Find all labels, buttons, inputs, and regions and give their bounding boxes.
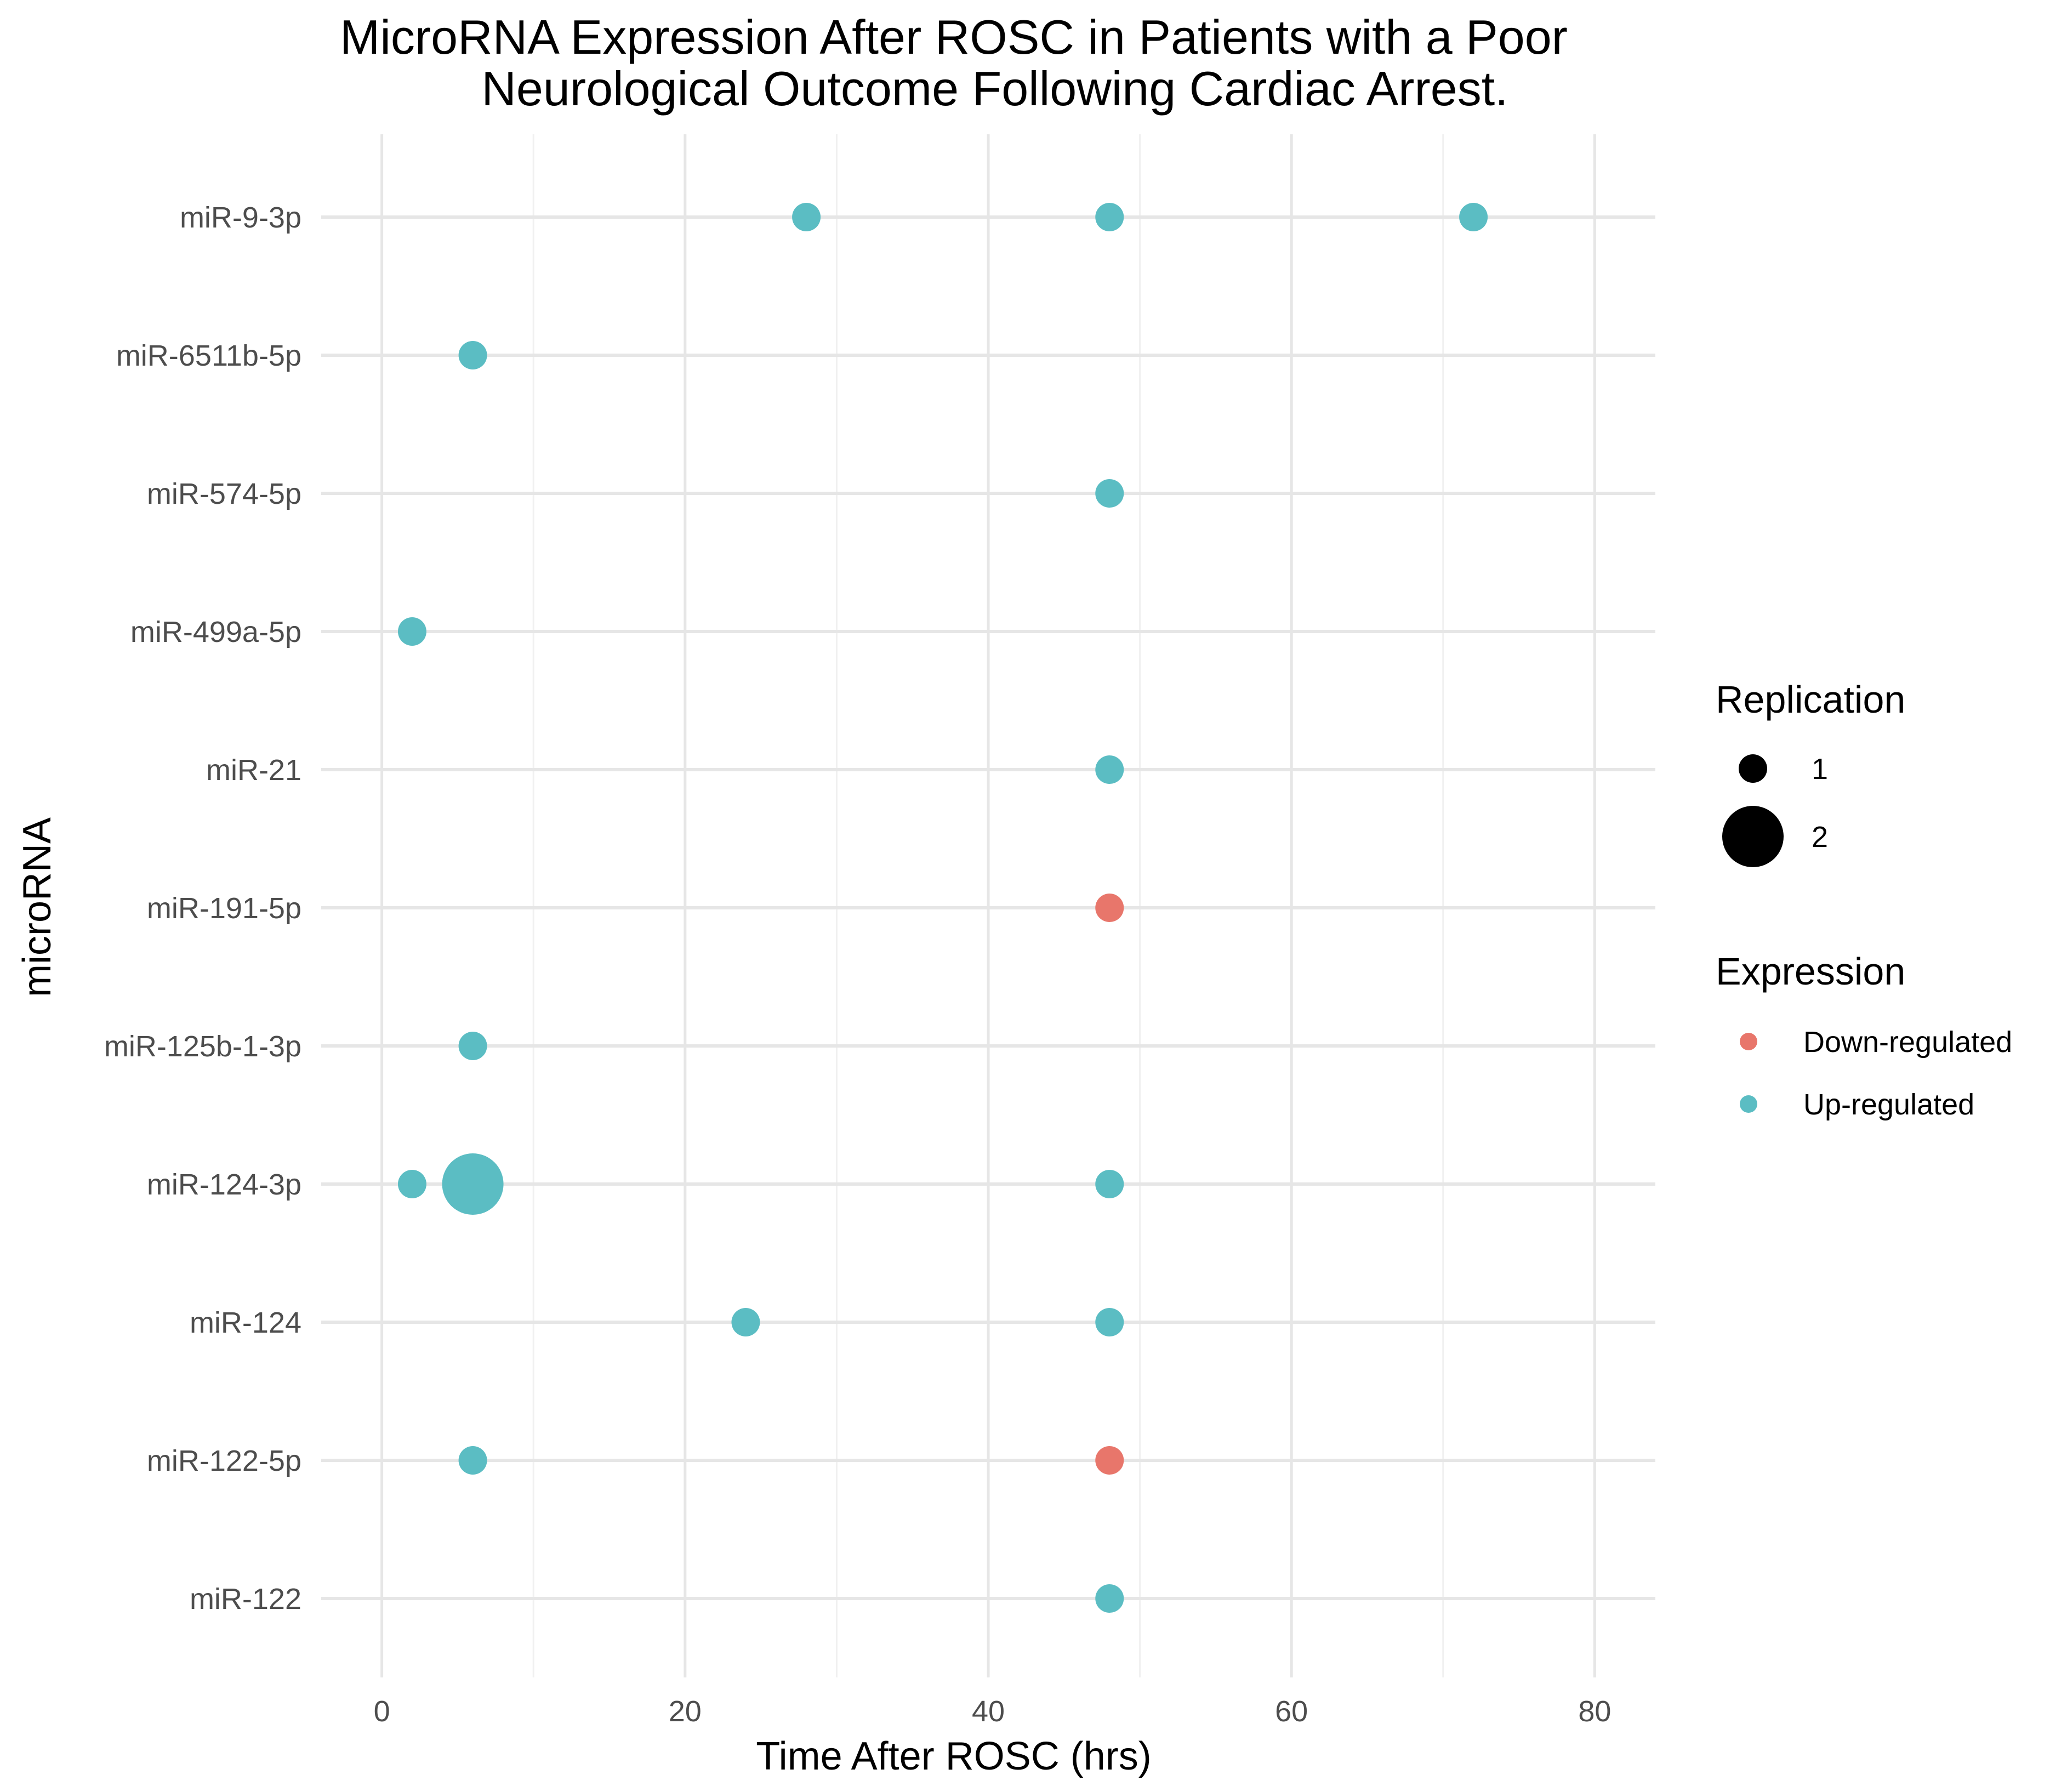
y-tick-label: miR-124 (190, 1306, 301, 1339)
gridlines (321, 134, 1655, 1677)
y-tick-label: miR-125b-1-3p (104, 1030, 301, 1063)
data-point (1095, 1308, 1124, 1336)
data-point (458, 1446, 487, 1475)
legend-size-key (1739, 754, 1767, 783)
data-point (397, 1170, 426, 1198)
x-tick-label: 20 (669, 1695, 702, 1728)
x-tick-label: 40 (972, 1695, 1005, 1728)
y-tick-label: miR-122-5p (147, 1444, 301, 1477)
y-tick-label: miR-6511b-5p (116, 339, 301, 372)
legend-size-key (1722, 806, 1784, 867)
data-point (792, 203, 821, 231)
x-tick-label: 60 (1275, 1695, 1308, 1728)
data-point (458, 341, 487, 369)
data-point (731, 1308, 760, 1336)
x-axis-title: Time After ROSC (hrs) (756, 1734, 1151, 1778)
chart-title-line-2: Neurological Outcome Following Cardiac A… (481, 61, 1508, 116)
y-tick-label: miR-124-3p (147, 1168, 301, 1201)
x-axis-tick-labels: 0 20 40 60 80 (374, 1695, 1611, 1728)
legend-color-key (1740, 1033, 1757, 1050)
data-points (397, 203, 1488, 1613)
y-axis-title: microRNA (15, 817, 59, 997)
legend-size-label: 2 (1812, 821, 1828, 854)
y-tick-label: miR-9-3p (180, 201, 301, 234)
legend-size-label: 1 (1812, 753, 1828, 786)
legend-size-title: Replication (1716, 678, 1905, 721)
y-tick-label: miR-21 (206, 754, 301, 787)
data-point (397, 617, 426, 646)
data-point (1095, 1170, 1124, 1198)
legend-color-title: Expression (1716, 950, 1905, 993)
data-point (1095, 894, 1124, 922)
data-point (1095, 1446, 1124, 1475)
x-tick-label: 80 (1578, 1695, 1611, 1728)
data-point (1095, 755, 1124, 784)
y-tick-label: miR-122 (190, 1583, 301, 1615)
x-tick-label: 0 (374, 1695, 390, 1728)
legend: Replication 1 2 Expression Down-regulated Up-… (1716, 678, 2012, 1121)
legend-color-label: Up-regulated (1803, 1088, 1974, 1121)
y-axis-tick-labels: miR-9-3p miR-6511b-5p miR-574-5p miR-499a-5… (104, 201, 301, 1615)
y-tick-label: miR-191-5p (147, 892, 301, 925)
data-point (458, 1032, 487, 1060)
data-point (1095, 1584, 1124, 1613)
y-tick-label: miR-499a-5p (130, 616, 301, 648)
data-point (1095, 479, 1124, 508)
y-tick-label: miR-574-5p (147, 477, 301, 510)
data-point (1095, 203, 1124, 231)
legend-color-label: Down-regulated (1803, 1026, 2012, 1059)
chart-title: MicroRNA Expression After ROSC in Patien… (340, 10, 1568, 116)
data-point (1459, 203, 1488, 231)
legend-color-key (1740, 1095, 1757, 1113)
chart-title-line-1: MicroRNA Expression After ROSC in Patien… (340, 10, 1568, 64)
data-point (442, 1153, 504, 1215)
